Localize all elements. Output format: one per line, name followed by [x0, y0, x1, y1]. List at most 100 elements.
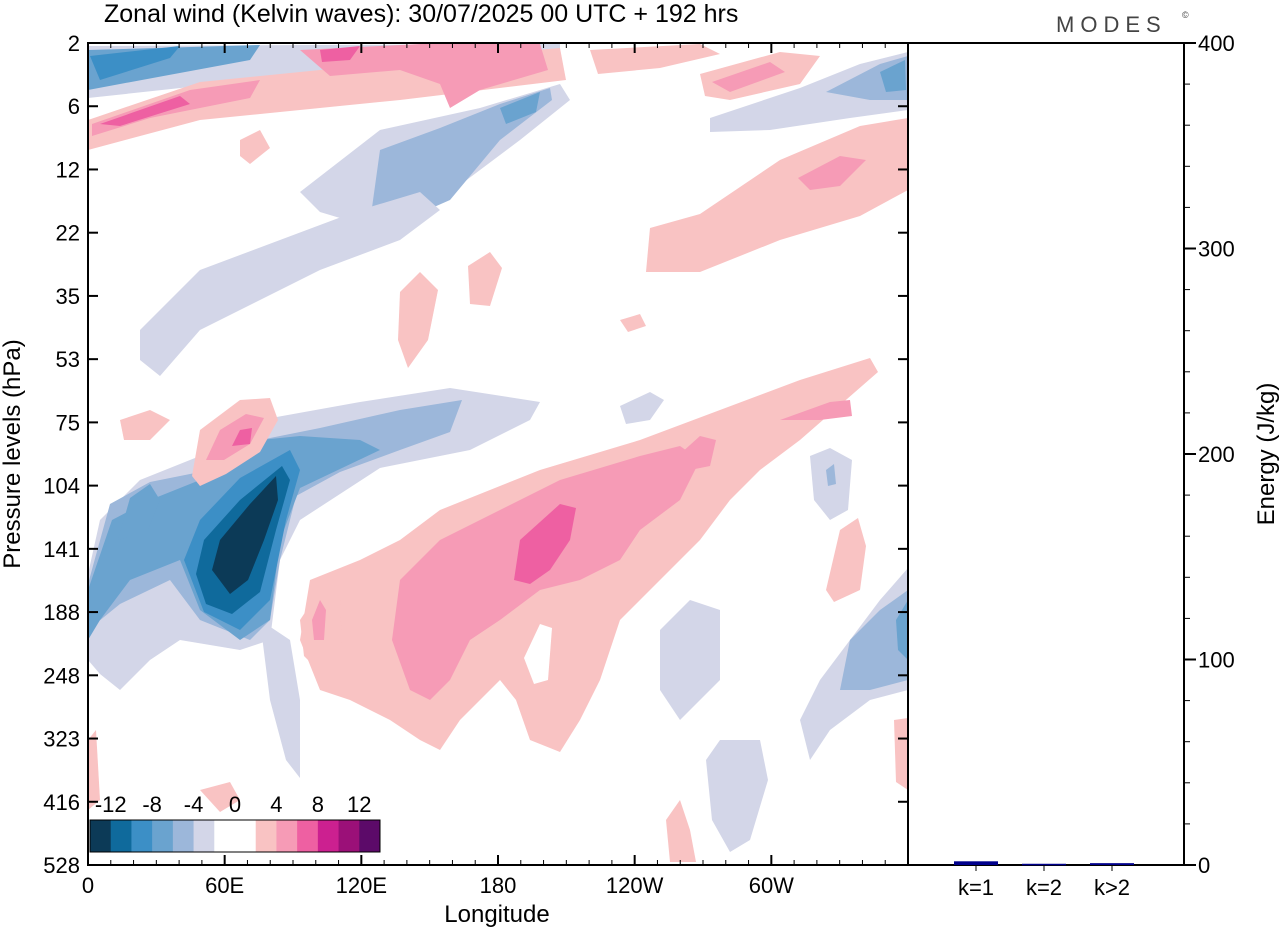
colorbar-label: 0 — [229, 792, 241, 817]
energy-bar — [954, 861, 998, 865]
pos-band-trop-core — [392, 446, 700, 700]
pos-patch-strat-east2-core — [712, 62, 785, 92]
neg-patch-lower-3-core2 — [896, 600, 908, 660]
y-tick-label: 2 — [68, 31, 80, 56]
energy-axis-label: Energy (J/kg) — [1253, 383, 1280, 526]
pos-band-trop-peak — [514, 504, 576, 584]
colorbar-label: 12 — [347, 792, 371, 817]
x-tick-label: 60W — [749, 873, 794, 898]
y-tick-label: 141 — [43, 537, 80, 562]
energy-tick-label: 0 — [1198, 853, 1210, 878]
y-tick-label: 248 — [43, 663, 80, 688]
energy-x-axis: k=1 k=2 k>2 — [958, 865, 1130, 900]
colorbar-swatch — [276, 820, 298, 852]
colorbar-swatch — [317, 820, 340, 852]
energy-cat-label: k=1 — [958, 875, 994, 900]
colorbar — [89, 819, 381, 853]
energy-tick-label: 300 — [1198, 237, 1235, 262]
pos-patch-mid — [680, 436, 716, 470]
neg-patch-strat-east-core2 — [880, 60, 906, 92]
pos-band-strat-east-lower-core — [798, 156, 866, 190]
y-axis-label: Pressure levels (hPa) — [0, 339, 26, 568]
x-tick-label: 60E — [205, 873, 244, 898]
x-tick-label: 180 — [480, 873, 517, 898]
neg-tail-trop — [260, 620, 300, 778]
colorbar-swatch — [131, 820, 153, 852]
colorbar-label: -4 — [184, 792, 204, 817]
neg-patch-trop-left — [118, 484, 160, 540]
y-tick-label: 416 — [43, 790, 80, 815]
y-tick-label: 75 — [56, 410, 80, 435]
neg-diag-band — [140, 192, 440, 376]
neg-patch-lower-2 — [706, 740, 768, 852]
colorbar-label: 4 — [270, 792, 282, 817]
y-tick-label: 12 — [56, 157, 80, 182]
neg-patch-lower-4-core — [826, 464, 836, 486]
pos-blob-strat2 — [468, 252, 502, 306]
y-tick-label: 323 — [43, 727, 80, 752]
chart-title: Zonal wind (Kelvin waves): 30/07/2025 00… — [104, 0, 738, 28]
pos-band-strat-core2 — [100, 96, 190, 126]
pos-patch-east2 — [826, 518, 866, 602]
colorbar-label: 8 — [312, 792, 324, 817]
colorbar-swatch — [214, 820, 236, 852]
colorbar-swatch — [297, 820, 319, 852]
y-tick-label: 35 — [56, 284, 80, 309]
pos-patch-strat-mid — [300, 44, 548, 108]
pos-small-1-core — [312, 600, 326, 640]
y-tick-label: 104 — [43, 474, 80, 499]
neg-band-strat-lower-core2 — [500, 92, 540, 124]
energy-tick-label: 200 — [1198, 442, 1235, 467]
x-axis: 0 60E 120E 180 120W 60W — [82, 43, 886, 898]
pos-blob-strat — [398, 272, 438, 368]
energy-cat-label: k>2 — [1094, 875, 1130, 900]
colorbar-swatch — [193, 820, 215, 852]
energy-tick-label: 400 — [1198, 31, 1235, 56]
colorbar-label: -12 — [95, 792, 127, 817]
energy-cat-label: k=2 — [1026, 875, 1062, 900]
energy-bar — [1090, 863, 1134, 865]
pos-patch-strat-mid-core — [320, 46, 360, 62]
colorbar-swatch — [90, 820, 112, 852]
pos-patch-lower-6 — [620, 314, 646, 332]
colorbar-labels: -12 -8 -4 0 4 8 12 — [95, 792, 372, 817]
energy-bars — [954, 861, 1134, 866]
pos-band-trop-core-hole — [524, 624, 552, 684]
pos-patch-lower-1 — [666, 800, 696, 862]
y-tick-label: 6 — [68, 94, 80, 119]
x-tick-label: 0 — [82, 873, 94, 898]
colorbar-swatch — [359, 820, 381, 852]
neg-core-trop4 — [212, 476, 278, 594]
colorbar-swatch — [338, 820, 360, 852]
y-tick-label: 53 — [56, 347, 80, 372]
neg-patch-lower-5 — [620, 392, 664, 424]
colorbar-swatch — [235, 820, 257, 852]
pos-band-east — [780, 400, 852, 420]
neg-patch-lower-1 — [660, 600, 720, 720]
pos-patch-strat-east — [590, 44, 720, 74]
colorbar-label: -8 — [142, 792, 162, 817]
brand-logo: MODES — [1056, 12, 1167, 37]
pos-patch-lower-3 — [88, 730, 100, 810]
pos-patch-lower-2 — [894, 718, 908, 790]
colorbar-swatch — [110, 820, 132, 852]
y-tick-label: 528 — [43, 853, 80, 878]
colorbar-swatch — [172, 820, 195, 852]
colorbar-frame — [89, 819, 381, 853]
x-axis-label: Longitude — [444, 901, 549, 928]
y-tick-label: 22 — [56, 221, 80, 246]
x-tick-label: 120E — [336, 873, 387, 898]
energy-plot-frame — [907, 42, 1185, 866]
pos-patch-lower-5 — [120, 410, 170, 440]
wind-field — [88, 43, 908, 865]
pos-patch-lower-7 — [240, 130, 270, 164]
neg-band-strat-top-core2 — [90, 46, 180, 80]
energy-tick-label: 100 — [1198, 648, 1235, 673]
x-tick-label: 120W — [606, 873, 664, 898]
brand-mark: © — [1182, 10, 1189, 20]
neg-patch-lower-3-core — [840, 590, 908, 690]
colorbar-swatch — [255, 820, 277, 852]
y-tick-label: 188 — [43, 600, 80, 625]
pos-blob-left-core — [206, 414, 264, 460]
